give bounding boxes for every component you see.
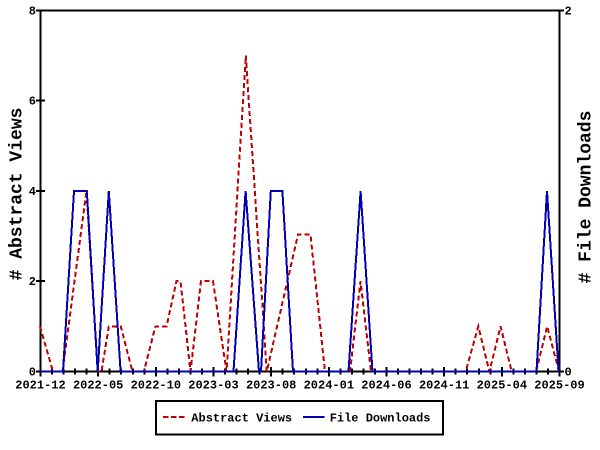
svg-text:2021-12: 2021-12 (15, 379, 65, 393)
svg-text:0: 0 (29, 366, 36, 380)
svg-text:2025-04: 2025-04 (477, 379, 527, 393)
svg-text:2025-09: 2025-09 (534, 379, 584, 393)
svg-text:2: 2 (565, 5, 572, 19)
svg-text:2: 2 (29, 275, 36, 289)
svg-text:0: 0 (565, 366, 572, 380)
svg-text:# Abstract Views: # Abstract Views (8, 108, 28, 281)
svg-text:# File Downloads: # File Downloads (577, 111, 597, 284)
svg-text:File Downloads: File Downloads (330, 412, 431, 426)
svg-text:Abstract Views: Abstract Views (191, 412, 292, 426)
svg-text:2023-03: 2023-03 (188, 379, 238, 393)
svg-text:4: 4 (29, 185, 36, 199)
svg-text:2022-05: 2022-05 (73, 379, 123, 393)
svg-text:2023-08: 2023-08 (246, 379, 296, 393)
svg-text:2024-06: 2024-06 (361, 379, 411, 393)
svg-text:2022-10: 2022-10 (131, 379, 181, 393)
svg-text:8: 8 (29, 5, 36, 19)
svg-text:2024-01: 2024-01 (304, 379, 354, 393)
svg-text:6: 6 (29, 95, 36, 109)
svg-text:2024-11: 2024-11 (419, 379, 469, 393)
